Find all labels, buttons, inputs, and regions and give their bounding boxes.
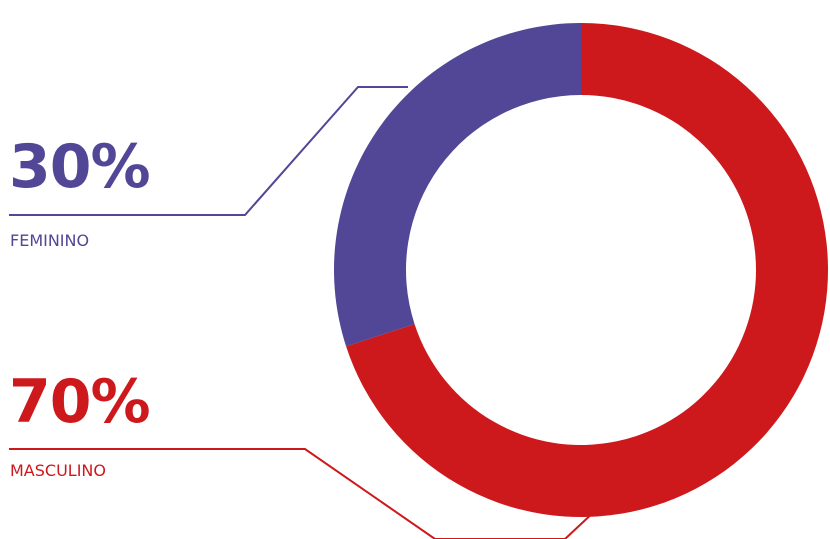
leader-line-feminino bbox=[9, 86, 408, 216]
category-label-feminino: FEMININO bbox=[10, 231, 90, 250]
donut-slice-feminino bbox=[334, 23, 581, 347]
value-label-masculino: 70% bbox=[9, 367, 151, 437]
donut-slices bbox=[334, 23, 828, 517]
leader-line-masculino bbox=[9, 448, 597, 539]
category-label-masculino: MASCULINO bbox=[10, 461, 106, 480]
donut-slice-masculino bbox=[346, 23, 828, 517]
value-label-feminino: 30% bbox=[9, 132, 151, 202]
